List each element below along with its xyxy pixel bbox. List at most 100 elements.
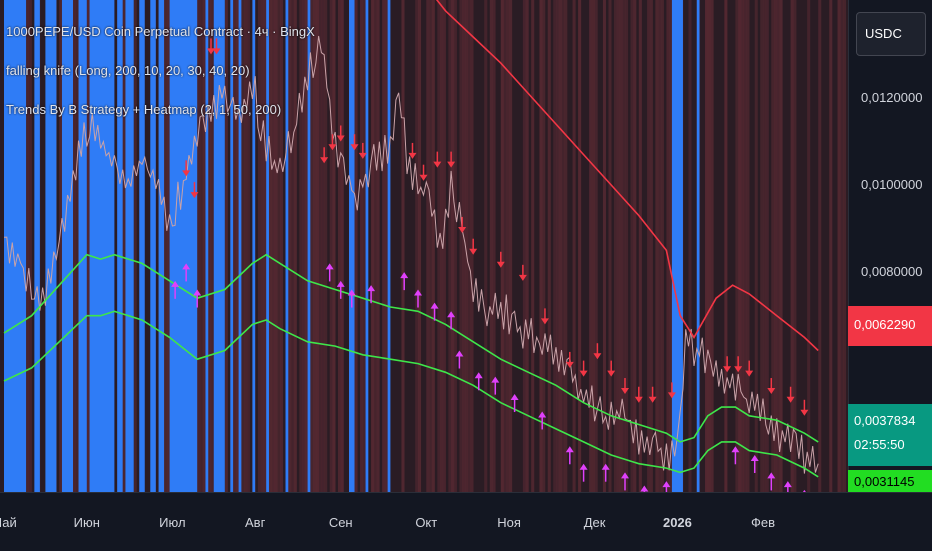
price-tick-label: 0,0120000 bbox=[861, 89, 923, 105]
blue-band bbox=[150, 0, 156, 492]
blue-band bbox=[387, 0, 391, 492]
price-tag-red: 0,0062290 bbox=[848, 306, 932, 346]
heatmap-stripe bbox=[779, 0, 783, 492]
heatmap-stripe bbox=[122, 0, 126, 492]
heatmap-stripe bbox=[28, 0, 32, 492]
heatmap-stripe bbox=[837, 0, 841, 492]
blue-band bbox=[365, 0, 369, 492]
heatmap-stripe bbox=[86, 0, 90, 492]
heatmap-stripe bbox=[647, 0, 651, 492]
heatmap-stripe bbox=[246, 0, 250, 492]
heatmap-stripe bbox=[431, 0, 435, 492]
heatmap-stripe bbox=[304, 0, 308, 492]
price-tag-red-value: 0,0062290 bbox=[854, 317, 916, 332]
sell-signal-arrow bbox=[734, 366, 743, 373]
heatmap-stripe bbox=[291, 0, 295, 492]
heatmap-stripe bbox=[429, 0, 433, 492]
price-series bbox=[3, 35, 819, 474]
heatmap-stripe bbox=[572, 0, 576, 492]
heatmap-stripe bbox=[197, 0, 201, 492]
heatmap-stripe bbox=[547, 0, 551, 492]
currency-selector[interactable]: USDC bbox=[856, 12, 926, 56]
time-tick-label: Май bbox=[0, 515, 17, 530]
heatmap-stripe bbox=[489, 0, 493, 492]
heatmap-stripe bbox=[840, 0, 844, 492]
heatmap-stripe bbox=[451, 0, 455, 492]
heatmap-stripe bbox=[274, 0, 278, 492]
buy-signal-arrow bbox=[565, 446, 574, 453]
blue-band bbox=[125, 0, 134, 492]
buy-signal-arrow bbox=[767, 472, 776, 479]
heatmap-stripe bbox=[337, 0, 342, 492]
buy-signal-arrow bbox=[171, 280, 180, 287]
chart-canvas[interactable] bbox=[0, 0, 848, 492]
heatmap-stripe bbox=[564, 0, 568, 492]
heatmap-stripe bbox=[843, 0, 847, 492]
heatmap-stripe bbox=[771, 0, 775, 492]
blue-band bbox=[671, 0, 683, 492]
price-tag-lime-value: 0,0031145 bbox=[854, 474, 915, 489]
heatmap-stripe bbox=[638, 0, 642, 492]
blue-band bbox=[34, 0, 40, 492]
heatmap-stripe bbox=[625, 0, 629, 492]
sell-signal-arrow bbox=[212, 48, 221, 55]
heatmap-stripe bbox=[371, 0, 375, 492]
buy-signal-arrow bbox=[447, 311, 456, 318]
heatmap-stripe bbox=[735, 0, 739, 492]
sell-signal-arrow bbox=[593, 353, 602, 360]
sell-signal-arrow bbox=[723, 366, 732, 373]
heatmap-stripe bbox=[133, 0, 137, 492]
heatmap-stripe bbox=[724, 0, 728, 492]
buy-signal-arrow bbox=[538, 411, 547, 418]
buy-signal-arrow bbox=[474, 372, 483, 379]
blue-band-layer bbox=[4, 0, 700, 492]
heatmap-stripe bbox=[277, 0, 281, 492]
heatmap-stripe bbox=[818, 0, 822, 492]
heatmap-stripe bbox=[467, 0, 471, 492]
heatmap-stripe bbox=[503, 0, 507, 492]
heatmap-stripe bbox=[382, 0, 386, 492]
buy-signal-arrow bbox=[731, 446, 740, 453]
heatmap-stripe bbox=[666, 0, 670, 492]
heatmap-stripe bbox=[362, 0, 366, 492]
sell-signal-arrow bbox=[328, 144, 337, 151]
heatmap-stripe bbox=[807, 0, 811, 492]
blue-band bbox=[117, 0, 123, 492]
heatmap-stripe bbox=[288, 0, 292, 492]
chart-plot-area[interactable]: 1000PEPE/USD Coin Perpetual Contract · 4… bbox=[0, 0, 848, 492]
sell-signal-arrow bbox=[800, 409, 809, 416]
blue-band bbox=[230, 0, 234, 492]
heatmap-stripe bbox=[271, 0, 275, 492]
buy-signal-arrow bbox=[367, 285, 376, 292]
heatmap-stripe bbox=[531, 0, 535, 492]
heatmap-stripe bbox=[233, 0, 237, 492]
sell-signal-arrow bbox=[496, 261, 505, 268]
time-axis[interactable]: Май Июн Июл Авг Сен Окт Ноя Дек 2026 Фев bbox=[0, 492, 932, 551]
buy-signal-arrow bbox=[193, 289, 202, 296]
heatmap-stripe bbox=[440, 0, 444, 492]
legend-indicator-trends[interactable]: Trends By B Strategy + Heatmap (2, 1, 50… bbox=[6, 102, 282, 117]
sell-signal-arrow bbox=[518, 274, 527, 281]
time-tick-label: Июн bbox=[73, 515, 100, 530]
heatmap-stripe bbox=[484, 0, 488, 492]
heatmap-stripe bbox=[257, 0, 261, 492]
buy-signal-arrow bbox=[430, 302, 439, 309]
heatmap-stripe bbox=[553, 0, 557, 492]
blue-band bbox=[266, 0, 269, 492]
blue-band bbox=[252, 0, 256, 492]
heatmap-stripe bbox=[539, 0, 543, 492]
heatmap-stripe bbox=[442, 0, 446, 492]
blue-band bbox=[89, 0, 115, 492]
heatmap-stripe bbox=[669, 0, 673, 492]
heatmap-stripe bbox=[556, 0, 560, 492]
buy-signal-arrow bbox=[783, 481, 792, 488]
sell-signal-arrow bbox=[207, 48, 215, 55]
buy-signal-arrow bbox=[455, 350, 464, 357]
legend-symbol[interactable]: 1000PEPE/USD Coin Perpetual Contract · 4… bbox=[6, 24, 315, 39]
legend-indicator-falling-knife[interactable]: falling knife (Long, 200, 10, 20, 30, 40… bbox=[6, 63, 250, 78]
heatmap-stripe bbox=[578, 0, 582, 492]
sell-signal-arrow bbox=[469, 248, 478, 255]
indicator-lines-layer bbox=[3, 0, 819, 478]
heatmap-stripe bbox=[437, 0, 441, 492]
heatmap-stripe bbox=[244, 0, 248, 492]
